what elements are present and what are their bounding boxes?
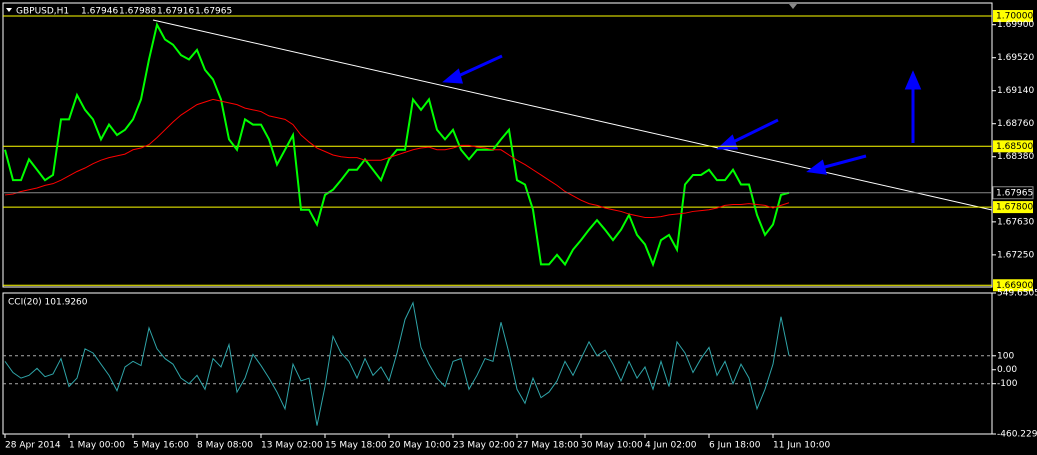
arrow bbox=[820, 154, 867, 170]
arrow-head bbox=[904, 70, 922, 90]
close: 1.67965 bbox=[195, 7, 232, 17]
arrow-head bbox=[716, 134, 739, 150]
menu-triangle bbox=[6, 8, 12, 12]
arrow-head bbox=[442, 68, 464, 84]
cci-panel bbox=[2, 292, 993, 435]
level-box bbox=[993, 201, 1033, 214]
arrow-head bbox=[806, 159, 828, 175]
symbol: GBPUSD,H1 bbox=[16, 7, 69, 17]
high: 1.67988 bbox=[119, 7, 156, 17]
header: GBPUSD,H1 1.67946 1.67988 1.67916 1.6796… bbox=[16, 7, 232, 17]
x-tick-label: 28 Apr 2014 bbox=[5, 441, 61, 451]
y-tick-label: 1.69520 bbox=[997, 53, 1034, 63]
y-tick-label: 0.00 bbox=[997, 365, 1017, 375]
price-panel bbox=[2, 2, 993, 288]
arrow bbox=[730, 118, 779, 145]
shift-marker bbox=[789, 4, 797, 9]
arrows bbox=[442, 54, 922, 175]
x-tick-label: 30 May 10:00 bbox=[581, 441, 643, 451]
y-tick-label: 1.69140 bbox=[997, 86, 1034, 96]
series-line bbox=[4, 21, 790, 268]
y-tick-label: 549.6505 bbox=[997, 289, 1037, 299]
y-tick-label: 1.69900 bbox=[997, 20, 1034, 30]
y-tick-label: 1.67250 bbox=[997, 250, 1034, 260]
level-label: 1.70000 bbox=[996, 12, 1033, 22]
y-tick-label: 1.68760 bbox=[997, 119, 1034, 129]
y-tick-label: 1.67630 bbox=[997, 217, 1034, 227]
level-label: 1.66900 bbox=[996, 281, 1033, 291]
arrow bbox=[455, 54, 503, 79]
y-tick-label: 1.68380 bbox=[997, 152, 1034, 162]
level-box bbox=[993, 10, 1033, 23]
low: 1.67916 bbox=[157, 7, 194, 17]
x-tick-label: 8 May 08:00 bbox=[197, 441, 253, 451]
level-box bbox=[993, 140, 1033, 153]
x-tick-label: 4 Jun 02:00 bbox=[645, 441, 697, 451]
series-line bbox=[4, 98, 790, 219]
x-tick-label: 15 May 18:00 bbox=[325, 441, 387, 451]
x-tick-label: 27 May 18:00 bbox=[517, 441, 579, 451]
level-label: 1.68500 bbox=[996, 142, 1033, 152]
x-tick-label: 1 May 00:00 bbox=[69, 441, 125, 451]
x-tick-label: 23 May 02:00 bbox=[453, 441, 515, 451]
series-line bbox=[4, 301, 790, 426]
x-tick-label: 6 Jun 18:00 bbox=[709, 441, 761, 451]
x-tick-label: 11 Jun 10:00 bbox=[773, 441, 830, 451]
cci-title: CCI(20) 101.9260 bbox=[8, 298, 88, 308]
price-label: 1.67965 bbox=[996, 188, 1033, 198]
level-label: 1.67800 bbox=[996, 203, 1033, 213]
open: 1.67946 bbox=[81, 7, 118, 17]
level-box bbox=[993, 279, 1033, 292]
trend-line bbox=[152, 19, 993, 211]
x-tick-label: 5 May 16:00 bbox=[133, 441, 189, 451]
y-tick-label: 100 bbox=[997, 351, 1014, 361]
price-box bbox=[992, 186, 1034, 200]
x-tick-label: 13 May 02:00 bbox=[261, 441, 323, 451]
x-tick-label: 20 May 10:00 bbox=[389, 441, 451, 451]
y-tick-label: -100 bbox=[997, 379, 1018, 389]
